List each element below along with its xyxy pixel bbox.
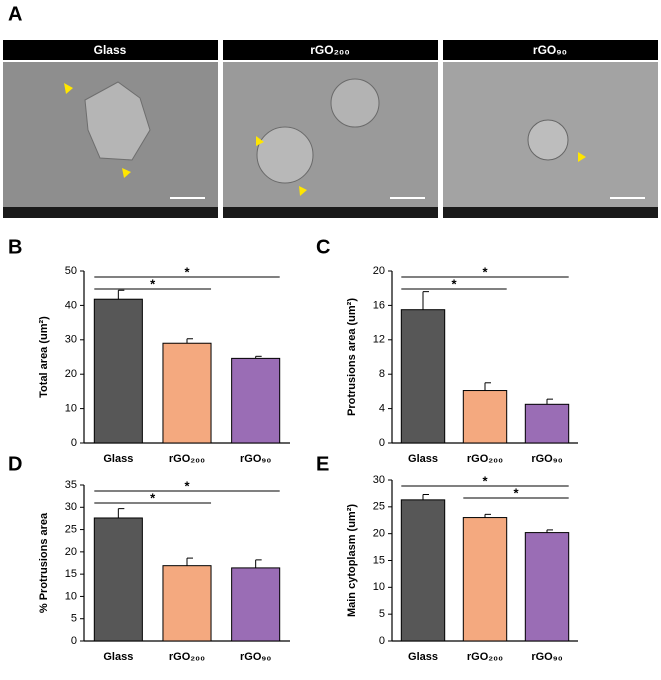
y-tick-label: 30	[65, 501, 77, 513]
cell	[330, 78, 380, 128]
y-tick-label: 10	[65, 590, 77, 602]
bar	[93, 298, 143, 444]
y-tick-label: 25	[65, 523, 77, 535]
y-tick-label: 0	[71, 635, 77, 647]
significance-label: *	[184, 478, 190, 493]
y-tick-label: 12	[373, 334, 385, 346]
panel-label: E	[316, 453, 329, 475]
y-tick-label: 8	[379, 368, 385, 380]
y-axis-label: Total area (um²)	[38, 316, 50, 398]
y-tick-label: 15	[65, 568, 77, 580]
y-tick-label: 4	[379, 403, 385, 415]
y-tick-label: 0	[379, 437, 385, 449]
x-tick-label: Glass	[103, 453, 133, 465]
arrowhead	[299, 186, 307, 196]
bar	[162, 565, 212, 642]
significance-label: *	[513, 485, 519, 500]
y-tick-label: 25	[373, 501, 385, 513]
x-tick-label: rGO₉₀	[531, 651, 562, 663]
y-tick-label: 0	[379, 635, 385, 647]
sem-panel: Glass rGO₂₀₀ rGO₉₀	[3, 40, 658, 218]
bar	[524, 403, 570, 444]
info-bar	[443, 207, 658, 218]
x-tick-label: rGO₂₀₀	[467, 651, 503, 663]
bar	[162, 342, 212, 444]
bar	[400, 309, 446, 444]
arrowhead	[64, 83, 73, 94]
cell	[256, 126, 314, 184]
info-bar	[223, 207, 438, 218]
y-axis-label: Protrusions area (um²)	[346, 298, 358, 416]
x-tick-label: Glass	[103, 651, 133, 663]
y-tick-label: 40	[65, 299, 77, 311]
significance-label: *	[150, 276, 156, 291]
image-title: rGO₂₀₀	[310, 43, 350, 57]
y-axis-label: Main cytoplasm (um²)	[346, 504, 358, 617]
panel-label: D	[8, 453, 22, 475]
x-tick-label: rGO₂₀₀	[169, 453, 205, 465]
image-title: rGO₉₀	[533, 43, 567, 57]
y-tick-label: 30	[65, 334, 77, 346]
arrowhead	[256, 136, 264, 146]
significance-label: *	[184, 264, 190, 279]
y-tick-label: 20	[65, 546, 77, 558]
x-tick-label: rGO₂₀₀	[169, 651, 205, 663]
arrowhead	[578, 152, 586, 162]
significance-label: *	[482, 264, 488, 279]
y-tick-label: 0	[71, 437, 77, 449]
y-tick-label: 50	[65, 265, 77, 277]
cell	[527, 119, 569, 161]
x-tick-label: Glass	[408, 453, 438, 465]
bar	[462, 517, 508, 642]
y-tick-label: 10	[65, 403, 77, 415]
info-bar	[3, 207, 218, 218]
bar	[462, 390, 508, 444]
y-tick-label: 16	[373, 299, 385, 311]
bar	[231, 357, 281, 444]
y-tick-label: 10	[373, 581, 385, 593]
sem-image	[223, 62, 438, 218]
y-tick-label: 5	[71, 613, 77, 625]
image-header	[3, 40, 218, 60]
y-axis-label: % Protrusions area	[38, 512, 50, 613]
bar	[400, 499, 446, 642]
x-tick-label: rGO₉₀	[531, 453, 562, 465]
bar	[524, 532, 570, 642]
x-tick-label: rGO₉₀	[240, 651, 271, 663]
bar	[93, 517, 143, 642]
bar	[231, 567, 281, 642]
significance-label: *	[482, 473, 488, 488]
panel-label: A	[8, 3, 22, 25]
x-tick-label: Glass	[408, 651, 438, 663]
significance-label: *	[451, 276, 457, 291]
panel-label: B	[8, 236, 22, 258]
y-tick-label: 5	[379, 608, 385, 620]
image-header	[223, 40, 438, 60]
image-header	[443, 40, 658, 60]
arrowhead	[122, 168, 131, 178]
y-tick-label: 20	[373, 528, 385, 540]
x-tick-label: rGO₉₀	[240, 453, 271, 465]
panel-label: C	[316, 236, 330, 258]
y-tick-label: 20	[65, 368, 77, 380]
y-tick-label: 35	[65, 479, 77, 491]
y-tick-label: 20	[373, 265, 385, 277]
image-title: Glass	[94, 43, 127, 57]
y-tick-label: 30	[373, 474, 385, 486]
significance-label: *	[150, 490, 156, 505]
cell	[84, 81, 151, 161]
y-tick-label: 15	[373, 554, 385, 566]
x-tick-label: rGO₂₀₀	[467, 453, 503, 465]
